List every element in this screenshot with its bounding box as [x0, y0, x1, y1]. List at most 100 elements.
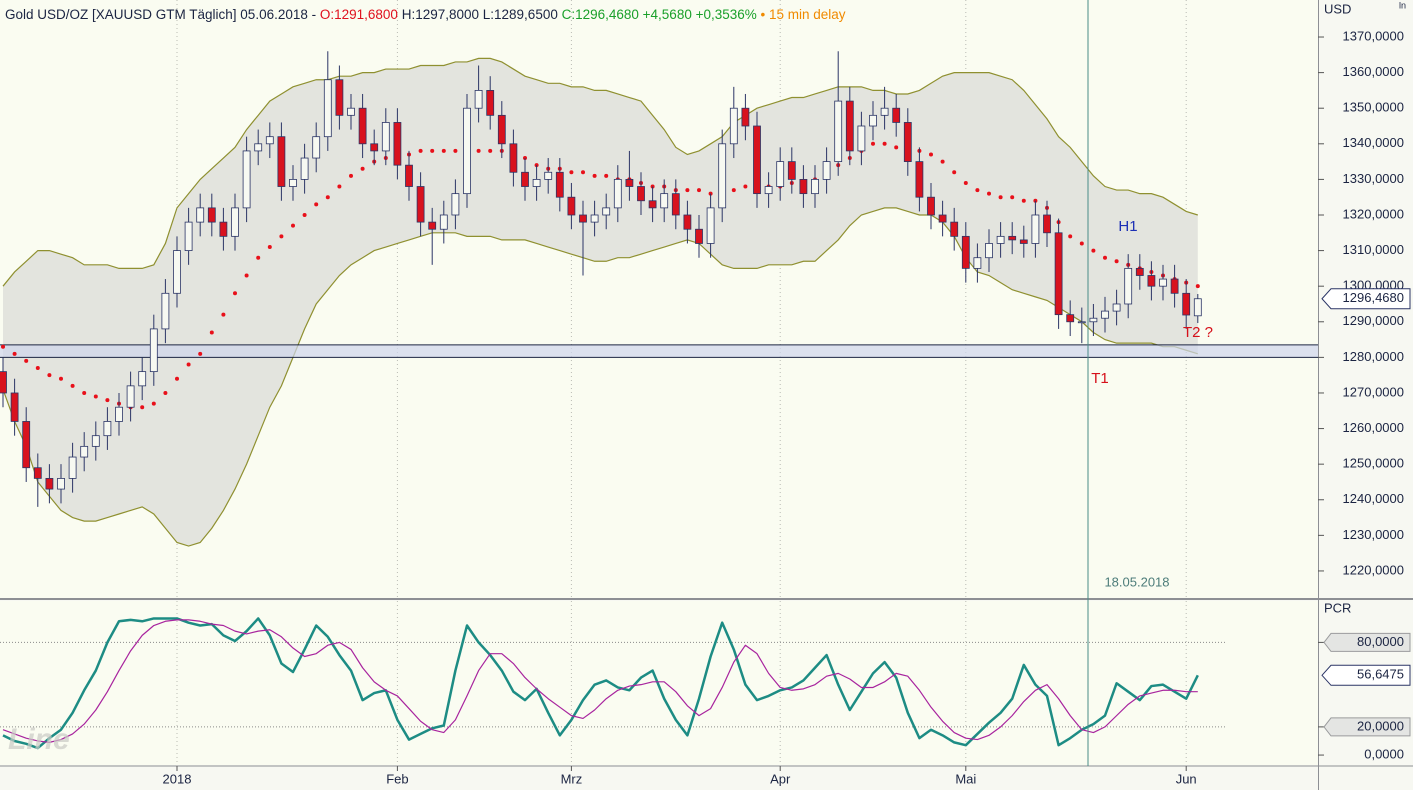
candle-body	[811, 178, 819, 195]
indicator-layer	[0, 601, 1225, 765]
y-tick-label: 1350,0000	[1343, 100, 1404, 115]
band-fill	[3, 58, 1198, 547]
candle-body	[845, 100, 854, 152]
middle-band-dot	[685, 188, 690, 193]
middle-band-dot	[1068, 234, 1073, 239]
middle-band-dot	[140, 405, 145, 410]
candle-body	[242, 150, 251, 209]
y-tick-label: 1360,0000	[1343, 64, 1404, 79]
candle-body	[10, 392, 19, 422]
band-lower	[2, 207, 1198, 547]
middle-band-dot	[256, 255, 261, 260]
y-tick-label: 1310,0000	[1343, 242, 1404, 257]
candle-body	[1089, 317, 1098, 323]
candle-body	[277, 136, 286, 187]
y-tick-label: 1230,0000	[1343, 527, 1404, 542]
candle-body	[903, 122, 912, 163]
candle-body	[138, 371, 147, 387]
candle-body	[718, 143, 727, 209]
candle-body	[996, 235, 1005, 244]
middle-band-dot	[963, 180, 968, 185]
candle-body	[834, 100, 843, 163]
middle-band-dot	[209, 330, 214, 335]
candle-body	[300, 157, 309, 180]
middle-band-dot	[151, 401, 156, 406]
last-value-box	[1321, 288, 1411, 310]
last-value-label: 56,6475	[1357, 667, 1404, 682]
candle-body	[1019, 239, 1028, 244]
candle-body	[648, 200, 657, 209]
candle-body	[1135, 267, 1144, 276]
candle-body	[927, 196, 935, 216]
candle-body	[323, 79, 332, 138]
candle-body	[602, 207, 611, 216]
candle-body	[695, 228, 703, 244]
middle-band-dot	[279, 234, 284, 239]
y-tick-label: 1250,0000	[1343, 456, 1404, 471]
price-axis-title: USD	[1324, 1, 1351, 16]
candle-body	[231, 207, 239, 237]
candle-body	[1124, 267, 1133, 305]
candle-body	[1193, 298, 1202, 317]
candle-body	[312, 136, 321, 159]
middle-band-dot	[871, 141, 875, 146]
candle-body	[915, 161, 924, 198]
middle-band-dot	[1010, 195, 1015, 200]
middle-band-dot	[894, 145, 899, 150]
candle-body	[381, 122, 390, 152]
candle-body	[706, 207, 715, 244]
candle-body	[68, 456, 77, 479]
candle-body	[126, 385, 135, 408]
middle-band-dot	[1, 344, 5, 349]
candle-body	[613, 178, 622, 209]
candle-body	[149, 328, 158, 373]
candle-body	[683, 214, 692, 230]
indicator-axis-title: PCR	[1324, 600, 1351, 615]
middle-band-dot	[1091, 248, 1096, 253]
last-value-label: 1296,4680	[1343, 290, 1404, 305]
candle-body	[776, 161, 785, 187]
middle-band-dot	[93, 394, 98, 399]
middle-band-dot	[929, 152, 933, 157]
y-tick-label: 20,0000	[1357, 718, 1404, 733]
candle-body	[289, 178, 297, 187]
annotation-t1: T1	[1091, 370, 1109, 387]
y-tick-box	[1323, 717, 1411, 737]
middle-band-dot	[743, 184, 748, 189]
candle-body	[439, 214, 448, 230]
candle-body	[1101, 310, 1109, 319]
candle-body	[857, 125, 866, 152]
candle-body	[335, 79, 344, 116]
candle-body	[671, 193, 680, 216]
middle-band-dot	[418, 148, 423, 153]
candle-body	[1170, 278, 1179, 294]
y-tick-label: 1320,0000	[1343, 206, 1404, 221]
candle-body	[961, 235, 970, 269]
header: Gold USD/OZ [XAUUSD GTM Täglich] 05.06.2…	[5, 7, 846, 22]
candle-body	[567, 196, 576, 216]
candle-body	[22, 421, 31, 469]
candle-body	[1147, 275, 1156, 287]
y-tick-box	[1323, 632, 1411, 652]
middle-band-dot	[325, 195, 330, 200]
candle-body	[370, 143, 379, 152]
middle-band-dot	[430, 148, 435, 153]
candle-body	[521, 171, 529, 187]
candle-body	[173, 250, 181, 294]
candle-body	[625, 178, 634, 187]
indicator-line	[2, 617, 1199, 750]
x-tick-label: Feb	[386, 771, 408, 786]
date-marker-label: 18.05.2018	[1104, 574, 1169, 589]
price-zone	[0, 344, 1318, 358]
candle-body	[1182, 292, 1191, 316]
candle-body	[405, 164, 413, 187]
middle-band-dot	[24, 358, 29, 363]
x-tick-label: 2018	[163, 771, 192, 786]
x-tick-label: Mai	[955, 771, 976, 786]
axis-mode: ln	[1399, 0, 1406, 10]
middle-band-dot	[940, 159, 945, 164]
x-tick-label: Jun	[1176, 771, 1197, 786]
candle-body	[509, 143, 518, 173]
candle-body	[985, 243, 993, 259]
candle-body	[45, 477, 54, 490]
